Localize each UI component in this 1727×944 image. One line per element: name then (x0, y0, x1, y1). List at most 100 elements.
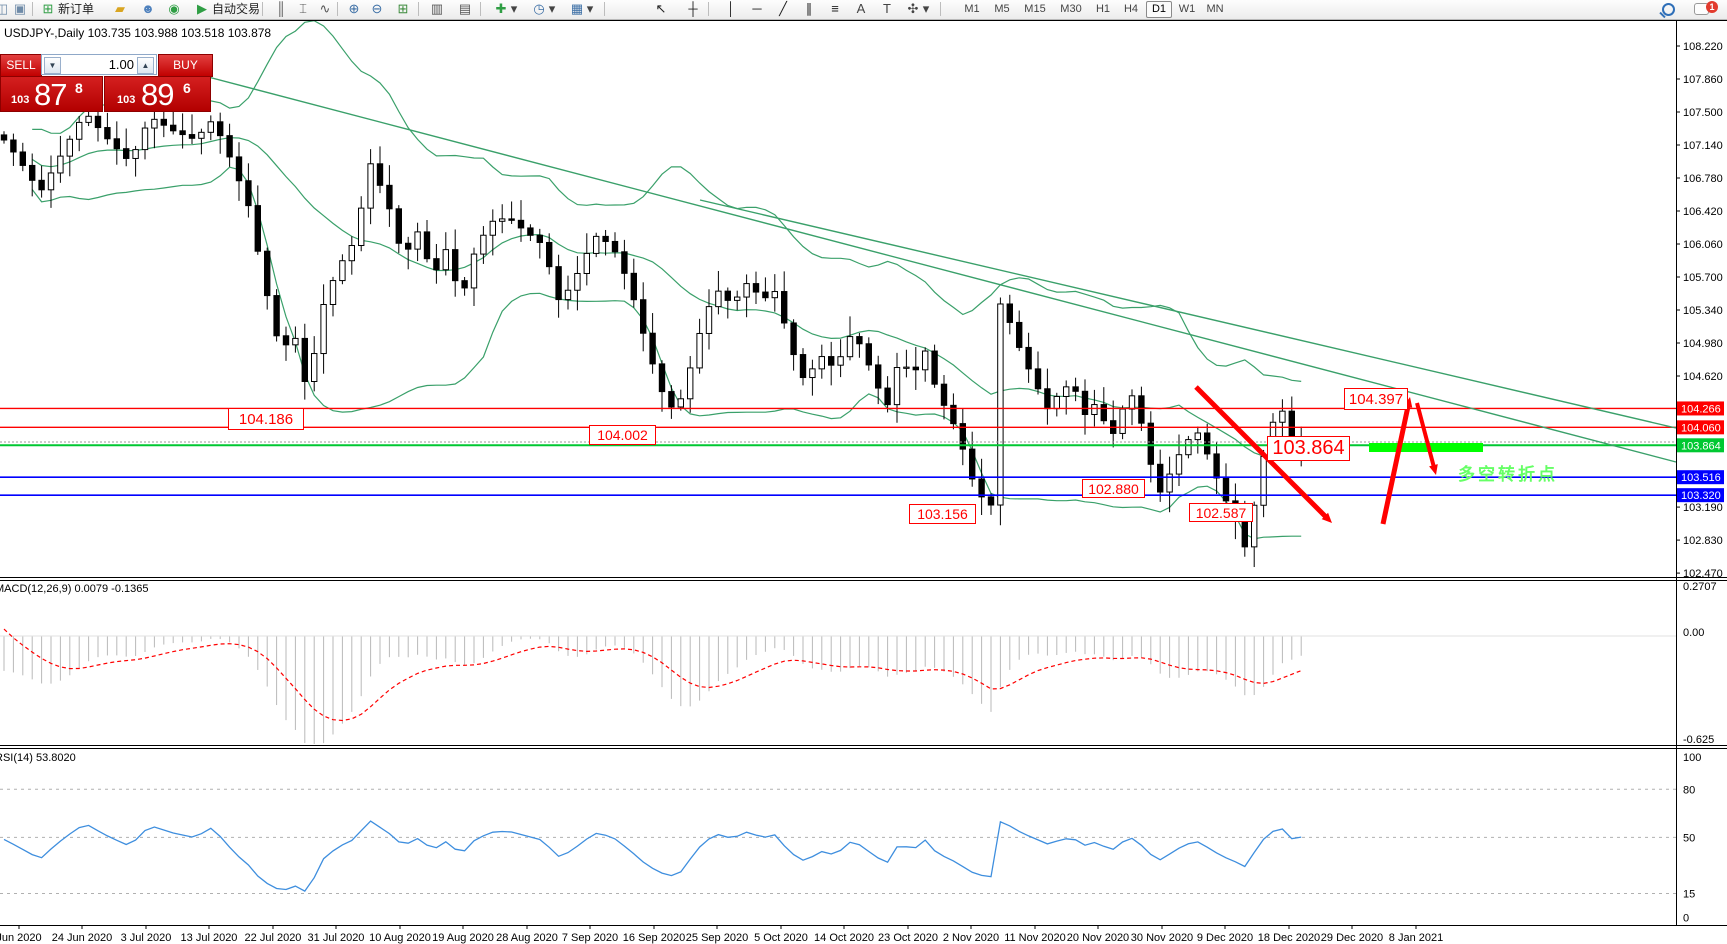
price-annotation-103.864[interactable]: 103.864 (1267, 436, 1350, 461)
candle-body (799, 354, 807, 379)
new-order-label[interactable]: 新订单 (58, 2, 95, 16)
timeframe-button-d1[interactable]: D1 (1146, 1, 1172, 18)
support-bar[interactable] (1369, 443, 1483, 452)
chart-search-icon[interactable]: ▣ (13, 1, 27, 16)
chart-title: USDJPY-,Daily 103.735 103.988 103.518 10… (4, 26, 272, 40)
candle-body (480, 234, 487, 255)
candle-body (912, 366, 919, 371)
timeframe-button-w1[interactable]: W1 (1178, 3, 1196, 15)
time-tick-label: 25 Sep 2020 (686, 932, 748, 944)
caret-icon[interactable]: ▾ (548, 1, 556, 16)
candle-body (405, 242, 412, 250)
price-annotation-104.002[interactable]: 104.002 (589, 425, 656, 445)
chart-window-icon[interactable]: ◫ (0, 0, 10, 18)
periods-clock-icon[interactable]: ◷ (533, 1, 545, 16)
candle-body (264, 250, 271, 297)
candle-body (1204, 432, 1211, 455)
template-icon[interactable]: ▦ (570, 1, 584, 16)
fibonacci-icon[interactable]: ≡ (831, 1, 839, 16)
candle-body (959, 423, 966, 450)
vline-icon[interactable]: │ (726, 1, 736, 16)
timeframe-button-m5[interactable]: M5 (994, 3, 1010, 15)
caret-icon[interactable]: ▾ (510, 1, 518, 16)
buy-button[interactable]: BUY (158, 54, 213, 77)
trend-arrow-1[interactable] (1194, 385, 1329, 520)
timeframe-button-m15[interactable]: M15 (1024, 3, 1046, 15)
trendline-icon[interactable]: ╱ (779, 1, 787, 16)
rsi-scale-label: 0 (1683, 913, 1689, 925)
chart-shift-icon[interactable]: ▤ (458, 1, 472, 16)
caret-icon[interactable]: ▾ (586, 1, 594, 16)
trendline-2[interactable] (699, 199, 1677, 429)
candle-body (282, 335, 290, 346)
bar-chart-icon[interactable]: ║ (276, 1, 286, 16)
tile-windows-icon[interactable]: ⊞ (397, 1, 409, 16)
volume-increase-button[interactable]: ▲ (137, 57, 154, 74)
channel-icon[interactable]: ∥ (805, 1, 813, 16)
axis-tick-label: 103.190 (1683, 502, 1723, 514)
candle-body (376, 163, 384, 186)
volume-decrease-button[interactable]: ▼ (44, 57, 61, 74)
hline-icon[interactable]: ─ (752, 1, 762, 16)
candle-body (781, 291, 788, 324)
timeframe-button-h4[interactable]: H4 (1123, 3, 1139, 15)
price-annotation-104.186[interactable]: 104.186 (228, 408, 304, 430)
price-annotation-103.156[interactable]: 103.156 (909, 504, 976, 524)
candle-body (1034, 368, 1042, 390)
candle-body (489, 220, 497, 236)
timeframe-button-m30[interactable]: M30 (1060, 3, 1082, 15)
candle-body (245, 180, 252, 207)
macd-indicator-label: MACD(12,26,9) 0.0079 -0.1365 (0, 583, 149, 595)
candle-body (339, 260, 346, 282)
candle-body (828, 356, 835, 366)
caret-icon[interactable]: ▾ (922, 1, 930, 16)
autotrade-icon[interactable]: ▶ (197, 1, 207, 16)
price-annotation-102.880[interactable]: 102.880 (1082, 479, 1145, 498)
trend-arrow-3[interactable] (1415, 402, 1436, 468)
arrange-windows-icon[interactable]: ▥ (430, 1, 444, 16)
new-order-icon[interactable]: ⊞ (42, 1, 54, 16)
chart-note-text[interactable]: 多空转折点 (1458, 465, 1558, 484)
candlestick-icon[interactable]: ⌶ (299, 1, 307, 16)
text-icon[interactable]: A (856, 1, 866, 16)
candle-body (85, 115, 92, 123)
price-annotation-104.397[interactable]: 104.397 (1344, 388, 1408, 410)
zoom-in-icon[interactable]: ⊕ (348, 1, 360, 16)
axis-tick-label: 105.700 (1683, 272, 1723, 284)
zoom-out-icon[interactable]: ⊖ (371, 1, 383, 16)
candle-body (658, 363, 666, 393)
price-annotation-102.587[interactable]: 102.587 (1189, 503, 1253, 522)
buy-price-panel[interactable]: 103 89 6 (104, 76, 211, 112)
candle-body (583, 252, 590, 274)
candle-body (386, 184, 393, 210)
candle-body (499, 218, 506, 222)
cursor-icon[interactable]: ↖ (655, 1, 667, 16)
shapes-icon[interactable]: ✣ (907, 1, 919, 16)
sell-button[interactable]: SELL (0, 54, 42, 77)
signal-icon[interactable]: ◉ (168, 1, 180, 16)
gold-icon[interactable]: ▰ (115, 1, 125, 16)
trendline-1[interactable] (192, 72, 1677, 463)
price-tag-104.060 (1677, 420, 1724, 435)
volume-input[interactable]: ▼ 1.00 ▲ (41, 54, 157, 75)
timeframe-button-mn[interactable]: MN (1206, 3, 1224, 15)
timeframe-button-h1[interactable]: H1 (1095, 3, 1111, 15)
candle-body (950, 404, 957, 425)
candle-body (856, 336, 863, 345)
candle-body (696, 332, 703, 369)
candle-body (395, 208, 403, 244)
time-tick-label: 11 Nov 2020 (1004, 932, 1066, 944)
sell-price-panel[interactable]: 103 87 8 (0, 76, 103, 112)
trend-arrow-2[interactable] (1380, 404, 1411, 525)
search-icon[interactable] (1662, 3, 1675, 16)
crosshair-icon[interactable]: ┼ (688, 1, 698, 16)
timeframe-button-m1[interactable]: M1 (964, 3, 980, 15)
buy-price-big: 89 (141, 77, 174, 112)
contacts-icon[interactable]: ☻ (141, 1, 155, 16)
add-indicator-icon[interactable]: ✚ (495, 1, 507, 16)
text-label-icon[interactable]: T (883, 1, 891, 16)
candle-body (1138, 395, 1145, 424)
autotrade-label[interactable]: 自动交易 (212, 2, 261, 16)
line-chart-icon[interactable]: ∿ (319, 1, 331, 16)
